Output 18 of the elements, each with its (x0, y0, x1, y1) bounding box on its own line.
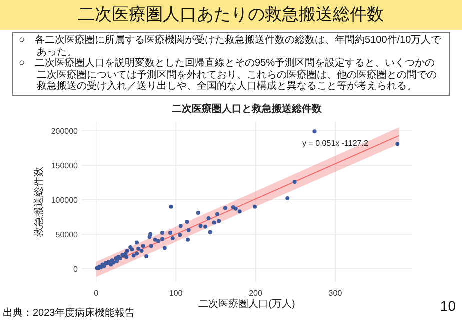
annotation: y = 0.051x -1127.2 (302, 139, 369, 148)
x-axis-title: 二次医療圏人口(万人) (198, 298, 296, 310)
x-tick-label: 300 (328, 289, 343, 298)
y-axis-title: 救急搬送総件数 (33, 167, 45, 238)
source-note: 出典：2023年度病床機能報告 (3, 306, 136, 320)
y-tick-label: 100000 (51, 196, 79, 205)
chart-subtitle: 二次医療圏人口と救急搬送総件数 (172, 103, 323, 115)
text: 10 (439, 298, 456, 314)
y-tick-label: 200000 (51, 126, 79, 136)
text: ○ 各二次医療圏に所属する医療機関が受けた救急搬送件数の総数は、年間約5100件/10万人であった。 (19, 35, 442, 58)
chart-title: 二次医療圏人口あたりの救急搬送総件数 (0, 0, 462, 30)
text: ○ 二次医療圏人口を説明変数とした回帰直線とその95%予測区間を設定すると、いくつかの二次医療圏については予測区間を外れており、これらの医療圏は、他の医療圏との間での救急搬送の受け入れ／送り出しや、全国的な人口構成と異なること等が考えられる。 (19, 58, 438, 92)
x-tick-label: 100 (169, 289, 184, 298)
x-tick-label: 200 (249, 289, 263, 298)
y-tick-label: 150000 (51, 161, 79, 170)
y-tick-label: 50000 (56, 230, 79, 240)
x-tick-label: 0 (94, 289, 100, 298)
y-tick-label: 0 (74, 264, 79, 274)
